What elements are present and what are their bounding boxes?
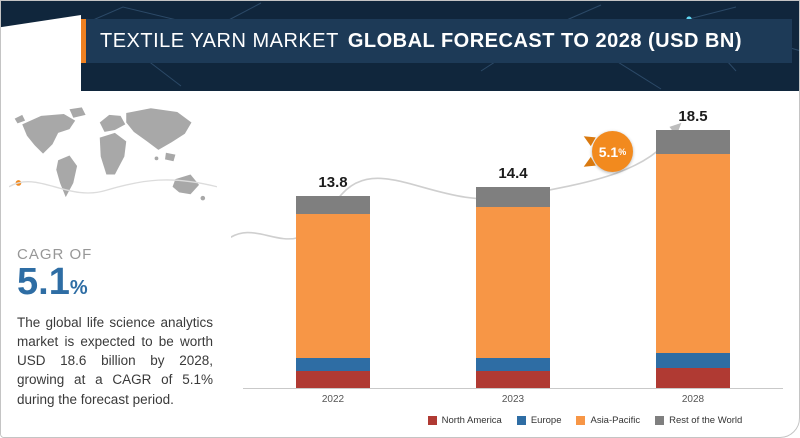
title-band: TEXTILE YARN MARKET GLOBAL FORECAST TO 2… (81, 19, 792, 63)
legend-label: Rest of the World (669, 415, 743, 426)
x-axis-label-2022: 2022 (321, 394, 345, 405)
bar-segment-asia-pacific (296, 214, 370, 359)
page-title-forecast: GLOBAL FORECAST TO 2028 (USD BN) (347, 29, 743, 52)
badge-value: 5.1 (598, 143, 619, 160)
bar-segment-asia-pacific (656, 153, 730, 353)
header-corner-notch (1, 15, 81, 91)
bar-segment-rest-of-the-world (296, 195, 370, 215)
bar-segment-europe (476, 358, 550, 371)
legend-label: Asia-Pacific (590, 415, 641, 426)
legend-item-north-america: North America (427, 415, 502, 426)
bar-total-label: 18.5 (678, 108, 708, 126)
legend-item-europe: Europe (516, 415, 562, 426)
cagr-percent-sign: % (69, 277, 88, 299)
cagr-block: CAGR OF 5.1% (17, 246, 231, 303)
x-axis-label-2028: 2028 (681, 394, 705, 405)
legend-label: North America (441, 415, 502, 426)
bar-segment-north-america (656, 368, 730, 389)
x-axis-line (243, 388, 783, 389)
legend-swatch-icon (576, 416, 586, 425)
x-axis-label-2023: 2023 (501, 394, 525, 405)
growth-badge: 5.1% (592, 131, 633, 172)
legend-swatch-icon (427, 416, 437, 425)
chart-area: 5.1% 13.8 14.4 18.5 2022 2023 2028 North Ame… (231, 91, 799, 437)
bar-group-2028: 18.5 (656, 108, 730, 389)
world-map-graphic (8, 107, 218, 201)
bar-segment-rest-of-the-world (476, 187, 550, 208)
legend-swatch-icon (655, 416, 665, 425)
bar-segment-north-america (296, 370, 370, 389)
cagr-number: 5.1 (17, 261, 70, 303)
cagr-label: CAGR OF (17, 246, 93, 263)
legend-item-asia-pacific: Asia-Pacific (576, 415, 640, 426)
decorative-wave-line (8, 179, 218, 194)
legend-item-rest-of-the-world: Rest of the World (655, 415, 742, 426)
sidebar: CAGR OF 5.1% The global life science ana… (1, 91, 231, 437)
legend-swatch-icon (516, 416, 526, 425)
bars-row: 13.8 14.4 18.5 (243, 89, 783, 389)
badge-percent-sign: % (618, 146, 627, 157)
legend: North America Europe Asia-Pacific Rest of t… (381, 415, 789, 426)
bar-segment-asia-pacific (476, 207, 550, 359)
bar-segment-north-america (476, 370, 550, 389)
trend-line-graphic (231, 122, 682, 240)
bar-segment-rest-of-the-world (656, 130, 730, 154)
cagr-value: 5.1% (17, 261, 231, 303)
x-axis-labels: 2022 2023 2028 (243, 394, 783, 405)
arrowhead-icon (669, 122, 682, 136)
header: TEXTILE YARN MARKET GLOBAL FORECAST TO 2… (1, 1, 799, 91)
legend-label: Europe (530, 415, 562, 426)
bar-stack (296, 195, 370, 389)
plot-area: 13.8 14.4 18.5 (243, 89, 783, 389)
bar-total-label: 14.4 (498, 165, 528, 183)
bar-stack (656, 130, 730, 389)
bar-group-2023: 14.4 (476, 165, 550, 389)
page-title-market: TEXTILE YARN MARKET (100, 29, 339, 52)
bar-stack (476, 187, 550, 389)
world-map (8, 97, 221, 238)
description-text: The global life science analytics market… (17, 314, 213, 407)
bar-segment-europe (296, 358, 370, 371)
bar-segment-europe (656, 352, 730, 368)
bar-total-label: 13.8 (318, 173, 348, 191)
bar-group-2022: 13.8 (296, 174, 370, 389)
